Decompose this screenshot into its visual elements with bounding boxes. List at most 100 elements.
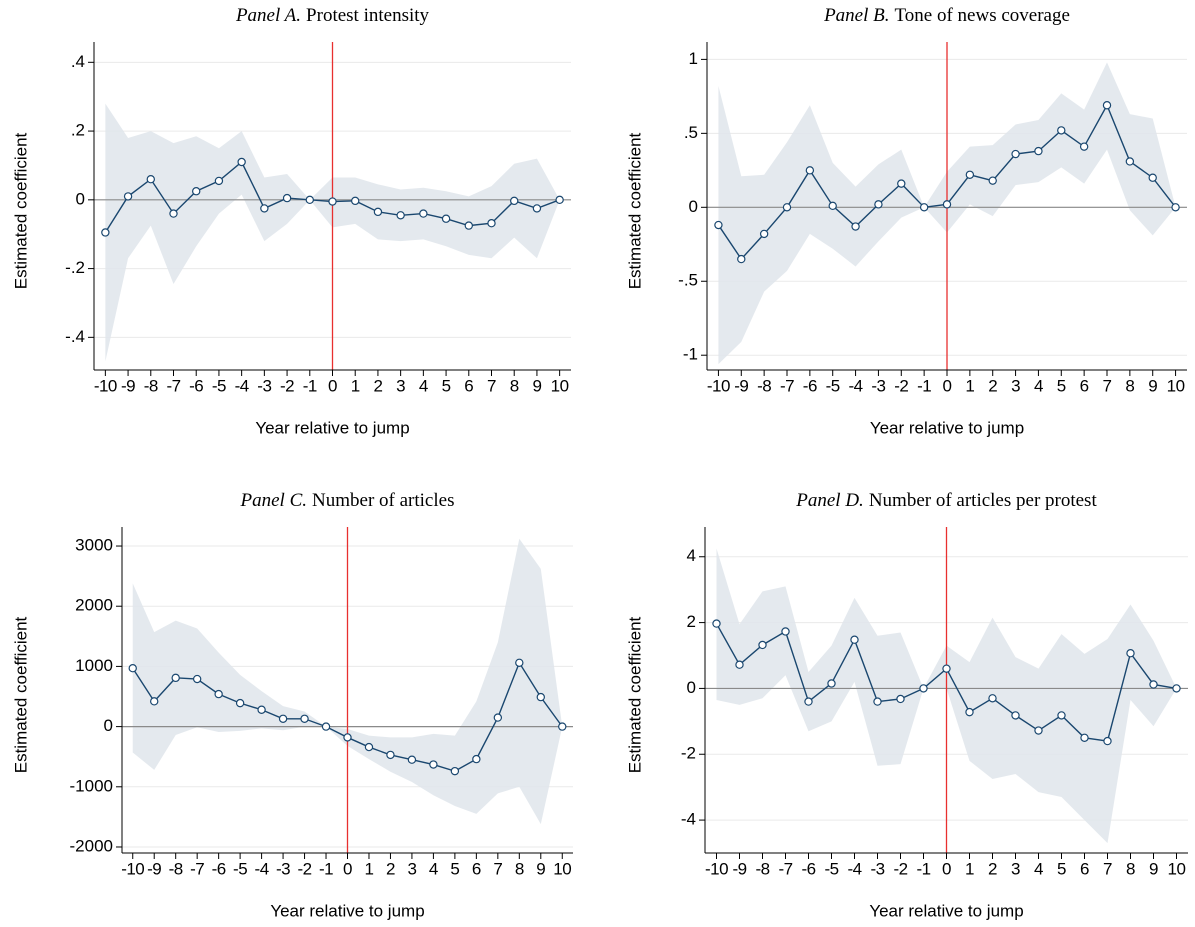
estimate-point bbox=[714, 220, 723, 230]
x-tick-label: 10 bbox=[551, 376, 569, 395]
confidence-band bbox=[716, 548, 1177, 844]
x-tick-label: 5 bbox=[1057, 376, 1066, 395]
estimate-point bbox=[558, 722, 567, 731]
x-tick-label: 0 bbox=[343, 859, 352, 878]
x-tick-label: -4 bbox=[255, 859, 269, 878]
estimate-point bbox=[850, 635, 859, 644]
estimate-point bbox=[321, 722, 331, 731]
y-tick-label: -2000 bbox=[70, 836, 113, 855]
y-tick-label: -.2 bbox=[65, 258, 85, 277]
estimate-point bbox=[1148, 173, 1157, 182]
x-tick-label: 8 bbox=[1125, 376, 1134, 395]
panel-label: Panel A. bbox=[235, 5, 301, 26]
estimate-point bbox=[782, 203, 792, 212]
estimate-point bbox=[487, 219, 496, 228]
estimate-point bbox=[804, 697, 813, 706]
y-tick-label: .5 bbox=[684, 123, 698, 142]
title-text: Protest intensity bbox=[306, 5, 429, 26]
estimate-point bbox=[1103, 736, 1112, 746]
x-tick-label: 8 bbox=[510, 376, 519, 395]
estimate-point bbox=[169, 209, 178, 218]
estimate-point bbox=[873, 697, 882, 706]
x-tick-label: -1 bbox=[319, 859, 333, 878]
panel-title: Panel C. Number of articles bbox=[240, 490, 455, 511]
x-tick-label: 2 bbox=[386, 859, 395, 878]
estimate-point bbox=[1172, 684, 1181, 693]
estimate-point bbox=[278, 714, 288, 723]
estimate-point bbox=[351, 196, 360, 206]
estimate-point bbox=[450, 766, 460, 776]
x-tick-label: 3 bbox=[396, 376, 405, 395]
y-tick-label: 0 bbox=[687, 678, 696, 697]
estimate-point bbox=[343, 733, 352, 742]
x-tick-label: -9 bbox=[734, 376, 748, 395]
panel: Panel C. Number of articles -2000 -1000 0 100… bbox=[11, 490, 573, 920]
estimate-point bbox=[1080, 733, 1089, 742]
panel-title: Panel B. Tone of news coverage bbox=[823, 5, 1070, 26]
estimate-point bbox=[1079, 142, 1089, 151]
estimate-point bbox=[235, 698, 245, 708]
estimate-point bbox=[214, 689, 223, 699]
x-tick-label: 3 bbox=[407, 859, 416, 878]
x-tick-label: -6 bbox=[189, 376, 203, 395]
x-tick-label: 5 bbox=[1057, 859, 1066, 878]
x-tick-label: -2 bbox=[280, 376, 294, 395]
x-tick-label: -1 bbox=[917, 376, 931, 395]
x-tick-label: -3 bbox=[257, 376, 271, 395]
x-tick-label: 7 bbox=[1103, 376, 1112, 395]
estimate-point bbox=[781, 627, 790, 636]
x-tick-label: -2 bbox=[297, 859, 311, 878]
x-axis-label: Year relative to jump bbox=[255, 418, 409, 437]
y-tick-label: -1 bbox=[683, 345, 698, 364]
estimate-point bbox=[441, 214, 451, 223]
estimate-point bbox=[1034, 726, 1043, 735]
x-tick-label: -5 bbox=[826, 376, 840, 395]
estimate-point bbox=[919, 684, 928, 693]
x-tick-label: 9 bbox=[1149, 859, 1158, 878]
estimate-point bbox=[1149, 680, 1158, 689]
confidence-band bbox=[105, 103, 560, 362]
estimate-point bbox=[128, 664, 137, 673]
estimate-point bbox=[942, 664, 951, 673]
x-tick-label: 6 bbox=[472, 859, 481, 878]
x-tick-label: -4 bbox=[235, 376, 249, 395]
estimate-point bbox=[493, 713, 503, 722]
x-tick-label: 4 bbox=[419, 376, 428, 395]
x-tick-label: 1 bbox=[364, 859, 373, 878]
estimate-point bbox=[192, 674, 202, 684]
y-tick-label: 2000 bbox=[75, 596, 113, 615]
title-text: Number of articles bbox=[312, 490, 454, 511]
x-tick-label: -8 bbox=[755, 859, 769, 878]
x-tick-label: -3 bbox=[871, 376, 885, 395]
estimate-point bbox=[407, 755, 417, 764]
estimate-point bbox=[532, 204, 542, 213]
y-tick-label: 1000 bbox=[75, 656, 113, 675]
x-tick-label: 0 bbox=[943, 376, 952, 395]
x-tick-label: 1 bbox=[965, 859, 974, 878]
panel: Panel D. Number of articles per protest -4… bbox=[625, 490, 1188, 920]
x-tick-label: -8 bbox=[757, 376, 771, 395]
x-tick-label: 5 bbox=[442, 376, 451, 395]
x-tick-label: 4 bbox=[1034, 859, 1043, 878]
x-axis-label: Year relative to jump bbox=[869, 901, 1023, 920]
x-axis-label: Year relative to jump bbox=[870, 418, 1024, 437]
estimate-point bbox=[328, 197, 337, 206]
x-tick-label: -6 bbox=[803, 376, 817, 395]
x-tick-label: 6 bbox=[1080, 859, 1089, 878]
estimate-point bbox=[988, 176, 997, 185]
x-tick-label: 2 bbox=[988, 859, 997, 878]
estimate-point bbox=[1057, 126, 1066, 135]
x-tick-label: 7 bbox=[1103, 859, 1112, 878]
confidence-band bbox=[132, 538, 563, 825]
x-tick-label: -5 bbox=[824, 859, 838, 878]
x-tick-label: -8 bbox=[169, 859, 183, 878]
estimate-point bbox=[192, 187, 201, 196]
estimate-point bbox=[364, 742, 374, 752]
x-tick-label: 10 bbox=[1167, 376, 1185, 395]
estimate-point bbox=[150, 697, 159, 706]
x-tick-label: 0 bbox=[942, 859, 951, 878]
estimate-point bbox=[536, 692, 545, 702]
y-tick-label: -1000 bbox=[70, 776, 113, 795]
x-tick-label: -6 bbox=[801, 859, 815, 878]
